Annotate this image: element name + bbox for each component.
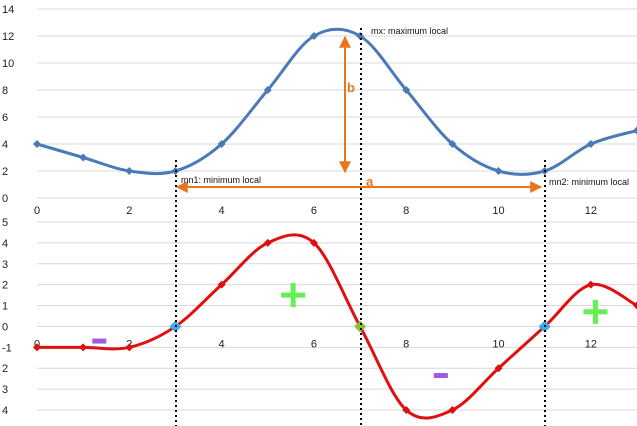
top-x-tick-label: 6 (311, 205, 317, 217)
bottom-x-tick-label: 8 (403, 338, 409, 350)
bottom-x-tick-label: 10 (492, 338, 504, 350)
top-x-tick-label: 2 (126, 205, 132, 217)
bottom-y-tick-label: 2 (2, 363, 8, 375)
top-y-tick-label: 2 (2, 166, 8, 178)
top-y-tick-label: 6 (2, 112, 8, 124)
top-y-tick-label: 8 (2, 85, 8, 97)
sign-markers (92, 283, 608, 379)
top-data-point (125, 167, 134, 175)
top-x-tick-label: 4 (219, 205, 225, 217)
top-y-tick-label: 14 (2, 4, 14, 16)
top-data-point (494, 167, 503, 175)
label-a: a (366, 174, 374, 189)
bottom-x-tick-label: 4 (219, 338, 225, 350)
top-y-tick-label: 0 (2, 193, 8, 205)
top-y-tick-label: 12 (2, 31, 14, 43)
bottom-y-tick-label: 0 (2, 321, 8, 333)
top-data-point (309, 32, 318, 40)
minus-sign-icon (92, 338, 107, 344)
bottom-y-tick-label: 2 (2, 280, 8, 292)
top-chart: 0 2 4 6 8 10 12 14 0 2 4 6 8 10 12 a b mx: maximum lo… (2, 4, 637, 217)
bottom-data-point (309, 238, 318, 247)
top-annotations: a b mx: maximum local mn1: minimum local… (175, 26, 629, 193)
bottom-data-point (586, 280, 595, 289)
top-x-tick-label: 12 (585, 205, 597, 217)
bottom-data-point (448, 406, 457, 414)
minus-sign-icon (433, 373, 448, 379)
bottom-y-tick-label: 1 (2, 301, 8, 313)
bottom-gridlines (37, 221, 637, 411)
top-y-tick-label: 10 (2, 58, 14, 70)
bottom-data-point (402, 406, 411, 414)
label-b: b (347, 80, 355, 95)
bottom-y-tick-label: 4 (2, 238, 8, 250)
bottom-data-point (79, 343, 88, 352)
top-x-tick-label: 8 (403, 205, 409, 217)
bottom-x-tick-label: 6 (311, 338, 317, 350)
label-mn2: mn2: minimum local (549, 177, 629, 187)
plus-sign-icon (281, 283, 306, 308)
top-data-point (217, 140, 226, 148)
top-data-point (263, 86, 272, 94)
bottom-y-tick-label: 3 (2, 384, 8, 396)
top-data-point (448, 140, 457, 148)
bottom-data-point (217, 280, 226, 289)
bottom-x-tick-label: 12 (585, 338, 597, 350)
bottom-data-point (33, 343, 41, 352)
bottom-y-tick-label: -1 (2, 342, 12, 354)
top-data-point (33, 140, 41, 148)
bottom-y-tick-label: 3 (2, 259, 8, 271)
top-y-tick-label: 4 (2, 139, 8, 151)
bottom-y-tick-label: 5 (2, 217, 8, 229)
bottom-data-point (263, 238, 272, 247)
top-data-point (633, 126, 637, 135)
vertical-guides (175, 28, 546, 426)
zero-crossing-marker (354, 320, 367, 333)
bottom-series (33, 233, 637, 420)
top-data-point (79, 153, 88, 162)
plus-sign-bar (290, 283, 296, 308)
top-x-tick-label: 0 (34, 205, 40, 217)
top-x-tick-labels: 0 2 4 6 8 10 12 (34, 205, 597, 217)
bottom-data-point (125, 343, 134, 352)
label-mn1: mn1: minimum local (181, 175, 261, 185)
bottom-data-point (494, 364, 503, 373)
top-series-line (36, 27, 637, 176)
bottom-y-tick-label: 4 (2, 405, 8, 417)
top-data-point (586, 140, 595, 148)
plus-sign-icon (583, 299, 608, 324)
top-x-tick-label: 10 (492, 205, 504, 217)
top-y-tick-labels: 0 2 4 6 8 10 12 14 (2, 4, 14, 205)
bottom-y-tick-labels: 5 4 3 2 1 0 -1 2 3 4 (2, 217, 12, 417)
top-series (33, 27, 637, 176)
label-mx: mx: maximum local (371, 26, 448, 36)
top-data-point (356, 32, 365, 40)
top-data-point (402, 86, 411, 94)
bottom-data-point (633, 301, 637, 310)
plus-sign-bar (592, 299, 598, 324)
